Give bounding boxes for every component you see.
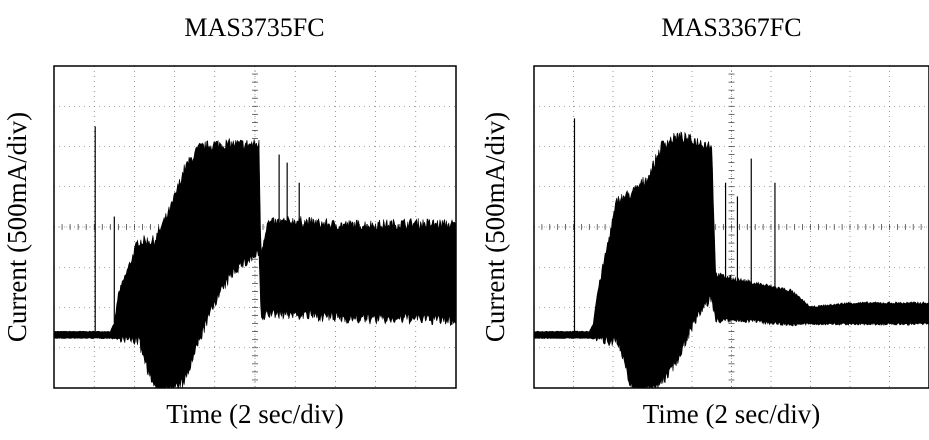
chart-title: MAS3735FC	[184, 13, 325, 42]
left-chart-panel: MAS3735FC Current (500mA/div) Time (2 se…	[2, 13, 457, 429]
oscilloscope-plot	[533, 65, 929, 390]
current-trace	[533, 131, 929, 390]
y-axis-label: Current (500mA/div)	[480, 111, 510, 343]
oscilloscope-plot	[53, 65, 457, 389]
x-axis-label: Time (2 sec/div)	[642, 399, 821, 429]
plot-frame	[533, 65, 929, 389]
y-axis-label: Current (500mA/div)	[2, 111, 32, 343]
plot-frame	[53, 65, 457, 389]
chart-title: MAS3367FC	[661, 13, 802, 42]
grid	[533, 65, 929, 389]
x-axis-label: Time (2 sec/div)	[166, 399, 344, 429]
right-chart-panel: MAS3367FC Current (500mA/div) Time (2 se…	[478, 0, 929, 440]
